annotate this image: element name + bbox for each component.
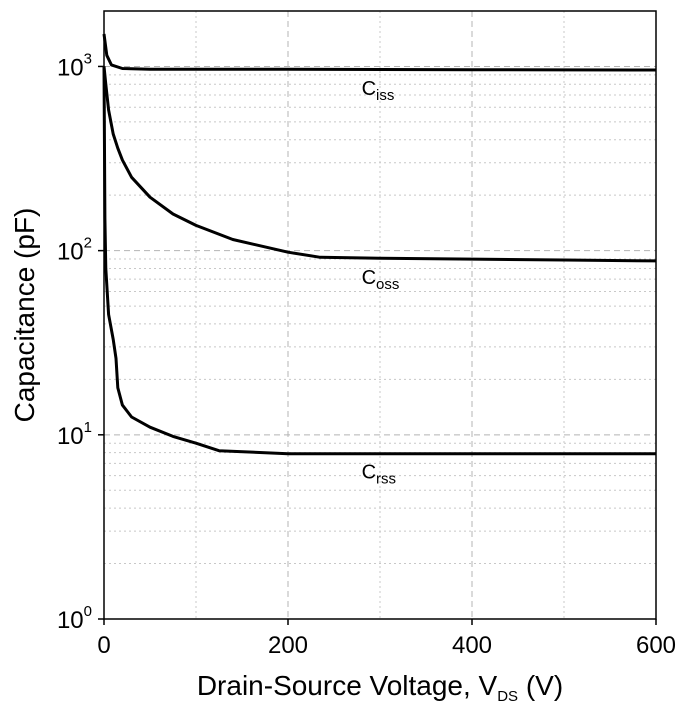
- series-line-crss: [102, 66, 656, 456]
- plot-frame: [103, 10, 657, 620]
- y-tick-label: 103: [57, 50, 92, 81]
- minor-gridlines: [104, 10, 656, 619]
- major-gridlines: [104, 11, 656, 619]
- x-tick-label: 200: [268, 632, 308, 659]
- x-axis-title-sub: DS: [497, 688, 518, 703]
- series-label-coss: Coss: [362, 267, 400, 293]
- series-labels: Ciss Coss Crss: [362, 78, 400, 487]
- x-axis-title: Drain-Source Voltage, VDS (V): [197, 670, 563, 703]
- x-axis-title-unit: (V): [518, 670, 563, 701]
- series-line-coss: [102, 66, 657, 263]
- y-tick-label: 100: [57, 603, 92, 634]
- series-label-crss: Crss: [362, 461, 396, 487]
- x-tick-label: 0: [97, 632, 110, 659]
- x-axis-title-main: Drain-Source Voltage, V: [197, 670, 498, 701]
- x-tick-label: 400: [452, 632, 492, 659]
- series-lines: [102, 33, 657, 456]
- series-line-ciss: [102, 33, 657, 72]
- series-label-ciss: Ciss: [362, 78, 395, 104]
- y-tick-label: 101: [57, 419, 92, 450]
- y-axis-ticks: 100 101 102 103: [57, 50, 104, 634]
- x-tick-label: 600: [636, 632, 676, 659]
- y-tick-label: 102: [57, 235, 92, 266]
- y-axis-title: Capacitance (pF): [9, 208, 40, 423]
- x-axis-ticks: 0 200 400 600: [97, 619, 676, 659]
